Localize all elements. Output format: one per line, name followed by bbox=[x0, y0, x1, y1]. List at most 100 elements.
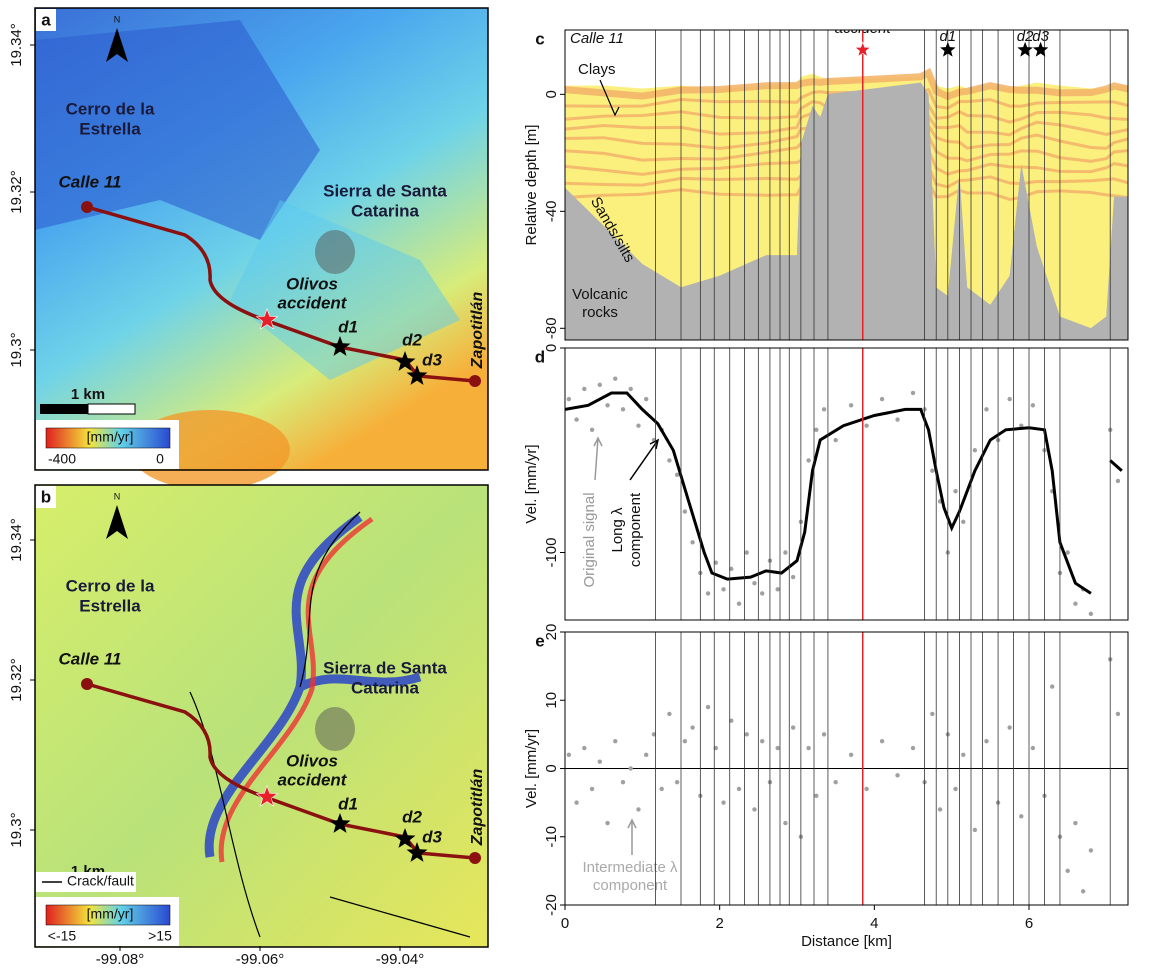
original-signal-point bbox=[833, 438, 837, 442]
place-label: Estrella bbox=[79, 596, 141, 615]
point-label: accident bbox=[278, 293, 348, 312]
plot-frame bbox=[565, 348, 1128, 620]
plot-area: Intermediate λcomponent bbox=[565, 632, 1128, 905]
x-tick-label: 6 bbox=[1025, 915, 1033, 932]
route-end bbox=[469, 852, 481, 864]
point-label: d2 bbox=[402, 330, 422, 349]
place-label: Cerro de la bbox=[66, 99, 155, 118]
panel-letter: a bbox=[41, 10, 51, 29]
original-signal-point bbox=[961, 520, 965, 524]
lon-tick-label: -99.04° bbox=[376, 951, 425, 968]
y-tick-label: 0 bbox=[543, 764, 560, 772]
y-tick-label: 0 bbox=[543, 90, 560, 98]
intermediate-point bbox=[567, 753, 571, 757]
lat-tick-label: 19.3° bbox=[8, 332, 25, 367]
figure: aNCerro de laEstrellaSierra de SantaCata… bbox=[0, 0, 1159, 973]
intermediate-point bbox=[574, 800, 578, 804]
original-signal-point bbox=[1007, 397, 1011, 401]
intermediate-point bbox=[953, 787, 957, 791]
panel-letter: c bbox=[535, 29, 544, 48]
intermediate-point bbox=[613, 739, 617, 743]
panel-letter: b bbox=[41, 487, 51, 506]
intermediate-point bbox=[864, 787, 868, 791]
y-tick-label: -10 bbox=[543, 826, 560, 848]
original-signal-point bbox=[1116, 479, 1120, 483]
intermediate-point bbox=[605, 821, 609, 825]
original-signal-point bbox=[737, 601, 741, 605]
original-signal-point bbox=[1065, 550, 1069, 554]
original-signal-point bbox=[621, 407, 625, 411]
place-label: Sierra de Santa bbox=[323, 181, 447, 200]
intermediate-point bbox=[706, 705, 710, 709]
point-label: Olivos bbox=[286, 751, 338, 770]
point-label: d1 bbox=[338, 794, 358, 813]
colorbar-min: <-15 bbox=[48, 928, 77, 944]
marker-label: Olivos bbox=[842, 6, 884, 23]
intermediate-point bbox=[1050, 684, 1054, 688]
original-signal-point bbox=[1031, 403, 1035, 407]
north-label: N bbox=[114, 14, 121, 24]
intermediate-point bbox=[598, 759, 602, 763]
intermediate-point bbox=[1116, 712, 1120, 716]
panel-letter: d bbox=[535, 347, 545, 366]
intermediate-point bbox=[659, 787, 663, 791]
intermediate-point bbox=[814, 794, 818, 798]
lat-tick-label: 19.34° bbox=[8, 518, 25, 562]
place-label: Cerro de la bbox=[66, 576, 155, 595]
intermediate-point bbox=[636, 807, 640, 811]
intermediate-point bbox=[984, 739, 988, 743]
original-signal-point bbox=[574, 417, 578, 421]
map-hill-shade bbox=[315, 230, 355, 274]
map-panel: bNCerro de laEstrellaSierra de SantaCata… bbox=[8, 485, 488, 968]
lon-tick-label: -99.06° bbox=[236, 951, 285, 968]
original-signal-point bbox=[775, 587, 779, 591]
colorbar-min: -400 bbox=[48, 451, 76, 467]
place-label: Catarina bbox=[351, 201, 420, 220]
original-signal-point bbox=[880, 397, 884, 401]
y-tick-label: -80 bbox=[543, 317, 560, 339]
map-hill-shade bbox=[315, 707, 355, 751]
lat-tick-label: 19.34° bbox=[8, 23, 25, 67]
original-signal-point bbox=[984, 407, 988, 411]
intermediate-point bbox=[791, 725, 795, 729]
scale-label: 1 km bbox=[71, 386, 105, 403]
page: aNCerro de laEstrellaSierra de SantaCata… bbox=[0, 0, 1159, 973]
point-label: Calle 11 bbox=[58, 172, 121, 191]
intermediate-point bbox=[938, 807, 942, 811]
long-component-line bbox=[1110, 461, 1122, 471]
annotation: Intermediate λ bbox=[582, 859, 678, 876]
intermediate-point bbox=[1031, 746, 1035, 750]
intermediate-point bbox=[822, 732, 826, 736]
annotation: component bbox=[593, 877, 668, 894]
original-signal-point bbox=[629, 387, 633, 391]
original-signal-point bbox=[822, 407, 826, 411]
intermediate-point bbox=[760, 739, 764, 743]
scale-bar-half bbox=[88, 404, 135, 414]
annotation: rocks bbox=[582, 304, 618, 321]
intermediate-point bbox=[961, 753, 965, 757]
original-signal-point bbox=[690, 540, 694, 544]
original-signal-point bbox=[613, 376, 617, 380]
place-label: Sierra de Santa bbox=[323, 658, 447, 677]
intermediate-point bbox=[667, 712, 671, 716]
y-axis-title: Vel. [mm/yr] bbox=[523, 444, 540, 523]
intermediate-point bbox=[582, 746, 586, 750]
intermediate-point bbox=[775, 746, 779, 750]
annotation: Calle 11 bbox=[570, 30, 624, 47]
intermediate-point bbox=[895, 773, 899, 777]
point-label: accident bbox=[278, 770, 348, 789]
lon-tick-label: -99.08° bbox=[96, 951, 145, 968]
original-signal-point bbox=[1073, 601, 1077, 605]
intermediate-point bbox=[806, 746, 810, 750]
point-label: d1 bbox=[338, 317, 358, 336]
y-tick-label: 0 bbox=[543, 344, 560, 352]
original-signal-point bbox=[567, 397, 571, 401]
intermediate-point bbox=[930, 712, 934, 716]
intermediate-point bbox=[833, 780, 837, 784]
marker-label: d3 bbox=[1032, 28, 1049, 45]
original-signal-point bbox=[806, 458, 810, 462]
intermediate-point bbox=[1019, 814, 1023, 818]
north-label: N bbox=[114, 491, 121, 501]
